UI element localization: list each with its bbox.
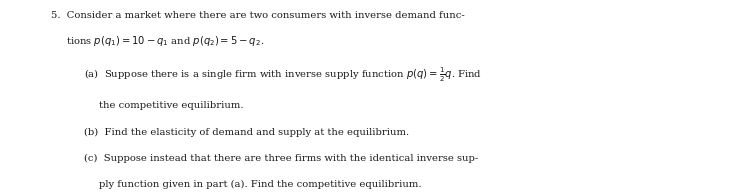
Text: tions $p(q_1) = 10 - q_1$ and $p(q_2) = 5 - q_2$.: tions $p(q_1) = 10 - q_1$ and $p(q_2) = … [66,34,264,48]
Text: the competitive equilibrium.: the competitive equilibrium. [99,101,244,110]
Text: 5.  Consider a market where there are two consumers with inverse demand func-: 5. Consider a market where there are two… [51,11,465,20]
Text: ply function given in part (a). Find the competitive equilibrium.: ply function given in part (a). Find the… [99,180,422,189]
Text: (a)  Suppose there is a single firm with inverse supply function $p(q) = \frac{1: (a) Suppose there is a single firm with … [84,66,482,84]
Text: (c)  Suppose instead that there are three firms with the identical inverse sup-: (c) Suppose instead that there are three… [84,154,478,163]
Text: (b)  Find the elasticity of demand and supply at the equilibrium.: (b) Find the elasticity of demand and su… [84,128,410,137]
